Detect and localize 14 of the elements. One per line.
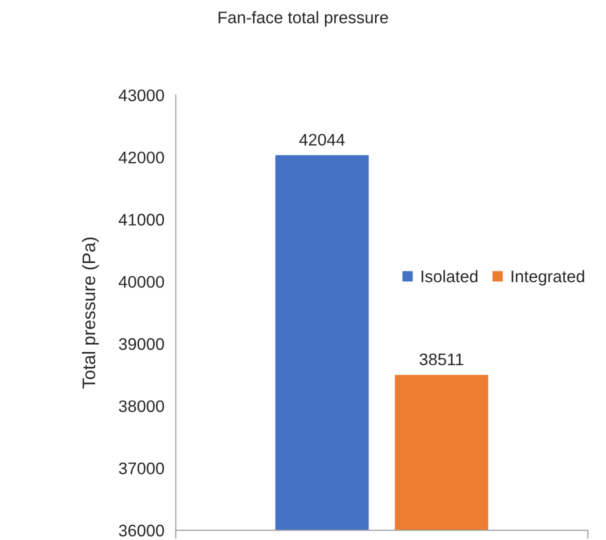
legend-label: Integrated: [512, 270, 584, 286]
y-tick-label: 41000: [118, 214, 164, 226]
y-tick-label: 40000: [118, 276, 164, 288]
y-tick-label: 36000: [118, 524, 164, 536]
data-label: 38511: [420, 354, 464, 366]
y-tick-label: 42000: [118, 152, 164, 164]
y-tick-label: 39000: [118, 338, 164, 350]
y-tick-label: 43000: [118, 89, 164, 102]
chart-title: Fan-face total pressure: [218, 11, 388, 27]
y-tick-label: 38000: [118, 400, 164, 412]
y-tick-label: 37000: [118, 462, 164, 474]
data-label: 42044: [299, 134, 345, 146]
y-axis-title: Total pressure (Pa): [82, 238, 99, 389]
legend-label: Isolated: [422, 270, 478, 282]
